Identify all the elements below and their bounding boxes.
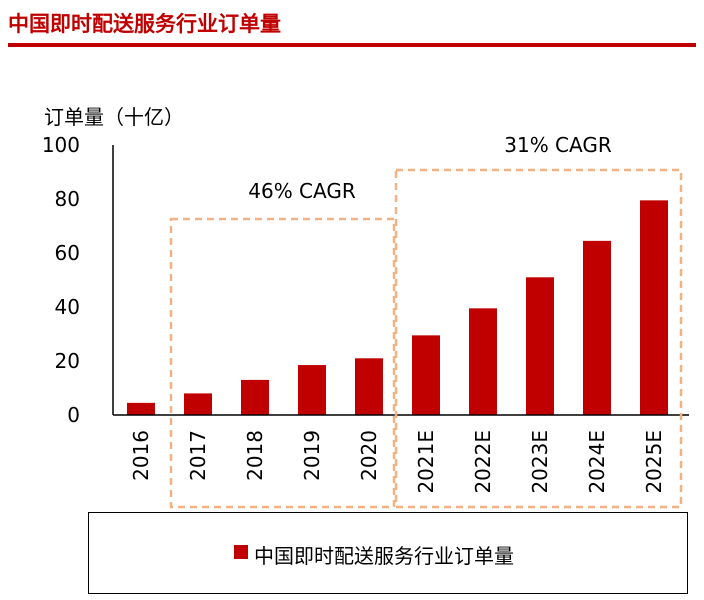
bar-2019	[298, 365, 326, 415]
y-tick-label: 20	[55, 349, 80, 373]
bar-2024E	[583, 240, 611, 415]
x-tick-label: 2022E	[471, 430, 495, 494]
bar-2020	[355, 358, 383, 415]
y-tick-label: 0	[67, 403, 80, 427]
x-tick-label: 2019	[300, 430, 324, 481]
cagr-label-1: 46% CAGR	[248, 179, 356, 203]
cagr-bracket-1	[169, 217, 396, 509]
y-tick-label: 40	[55, 295, 80, 319]
x-tick-label: 2017	[186, 430, 210, 481]
bar-2016	[127, 402, 155, 415]
page-title: 中国即时配送服务行业订单量	[8, 12, 281, 36]
y-axis-label: 订单量（十亿）	[44, 105, 184, 129]
y-tick-label: 100	[42, 133, 80, 157]
legend-box	[88, 512, 688, 594]
x-tick-label: 2023E	[528, 430, 552, 494]
x-tick-label: 2018	[243, 430, 267, 481]
bar-2017	[184, 393, 212, 415]
x-tick-label: 2024E	[585, 430, 609, 494]
x-tick-label: 2021E	[414, 430, 438, 494]
bar-2025E	[640, 200, 668, 415]
cagr-label-2: 31% CAGR	[504, 133, 612, 157]
y-tick-label: 60	[55, 241, 80, 265]
x-tick-label: 2020	[357, 430, 381, 481]
bar-2023E	[526, 277, 554, 415]
bar-2018	[241, 379, 269, 415]
legend-label: 中国即时配送服务行业订单量	[254, 544, 514, 568]
y-tick-label: 80	[55, 187, 80, 211]
title-underline	[8, 43, 696, 47]
x-tick-label: 2016	[129, 430, 153, 481]
bar-2021E	[412, 335, 440, 415]
bar-2022E	[469, 308, 497, 415]
legend-swatch	[234, 545, 248, 559]
x-tick-label: 2025E	[642, 430, 666, 494]
